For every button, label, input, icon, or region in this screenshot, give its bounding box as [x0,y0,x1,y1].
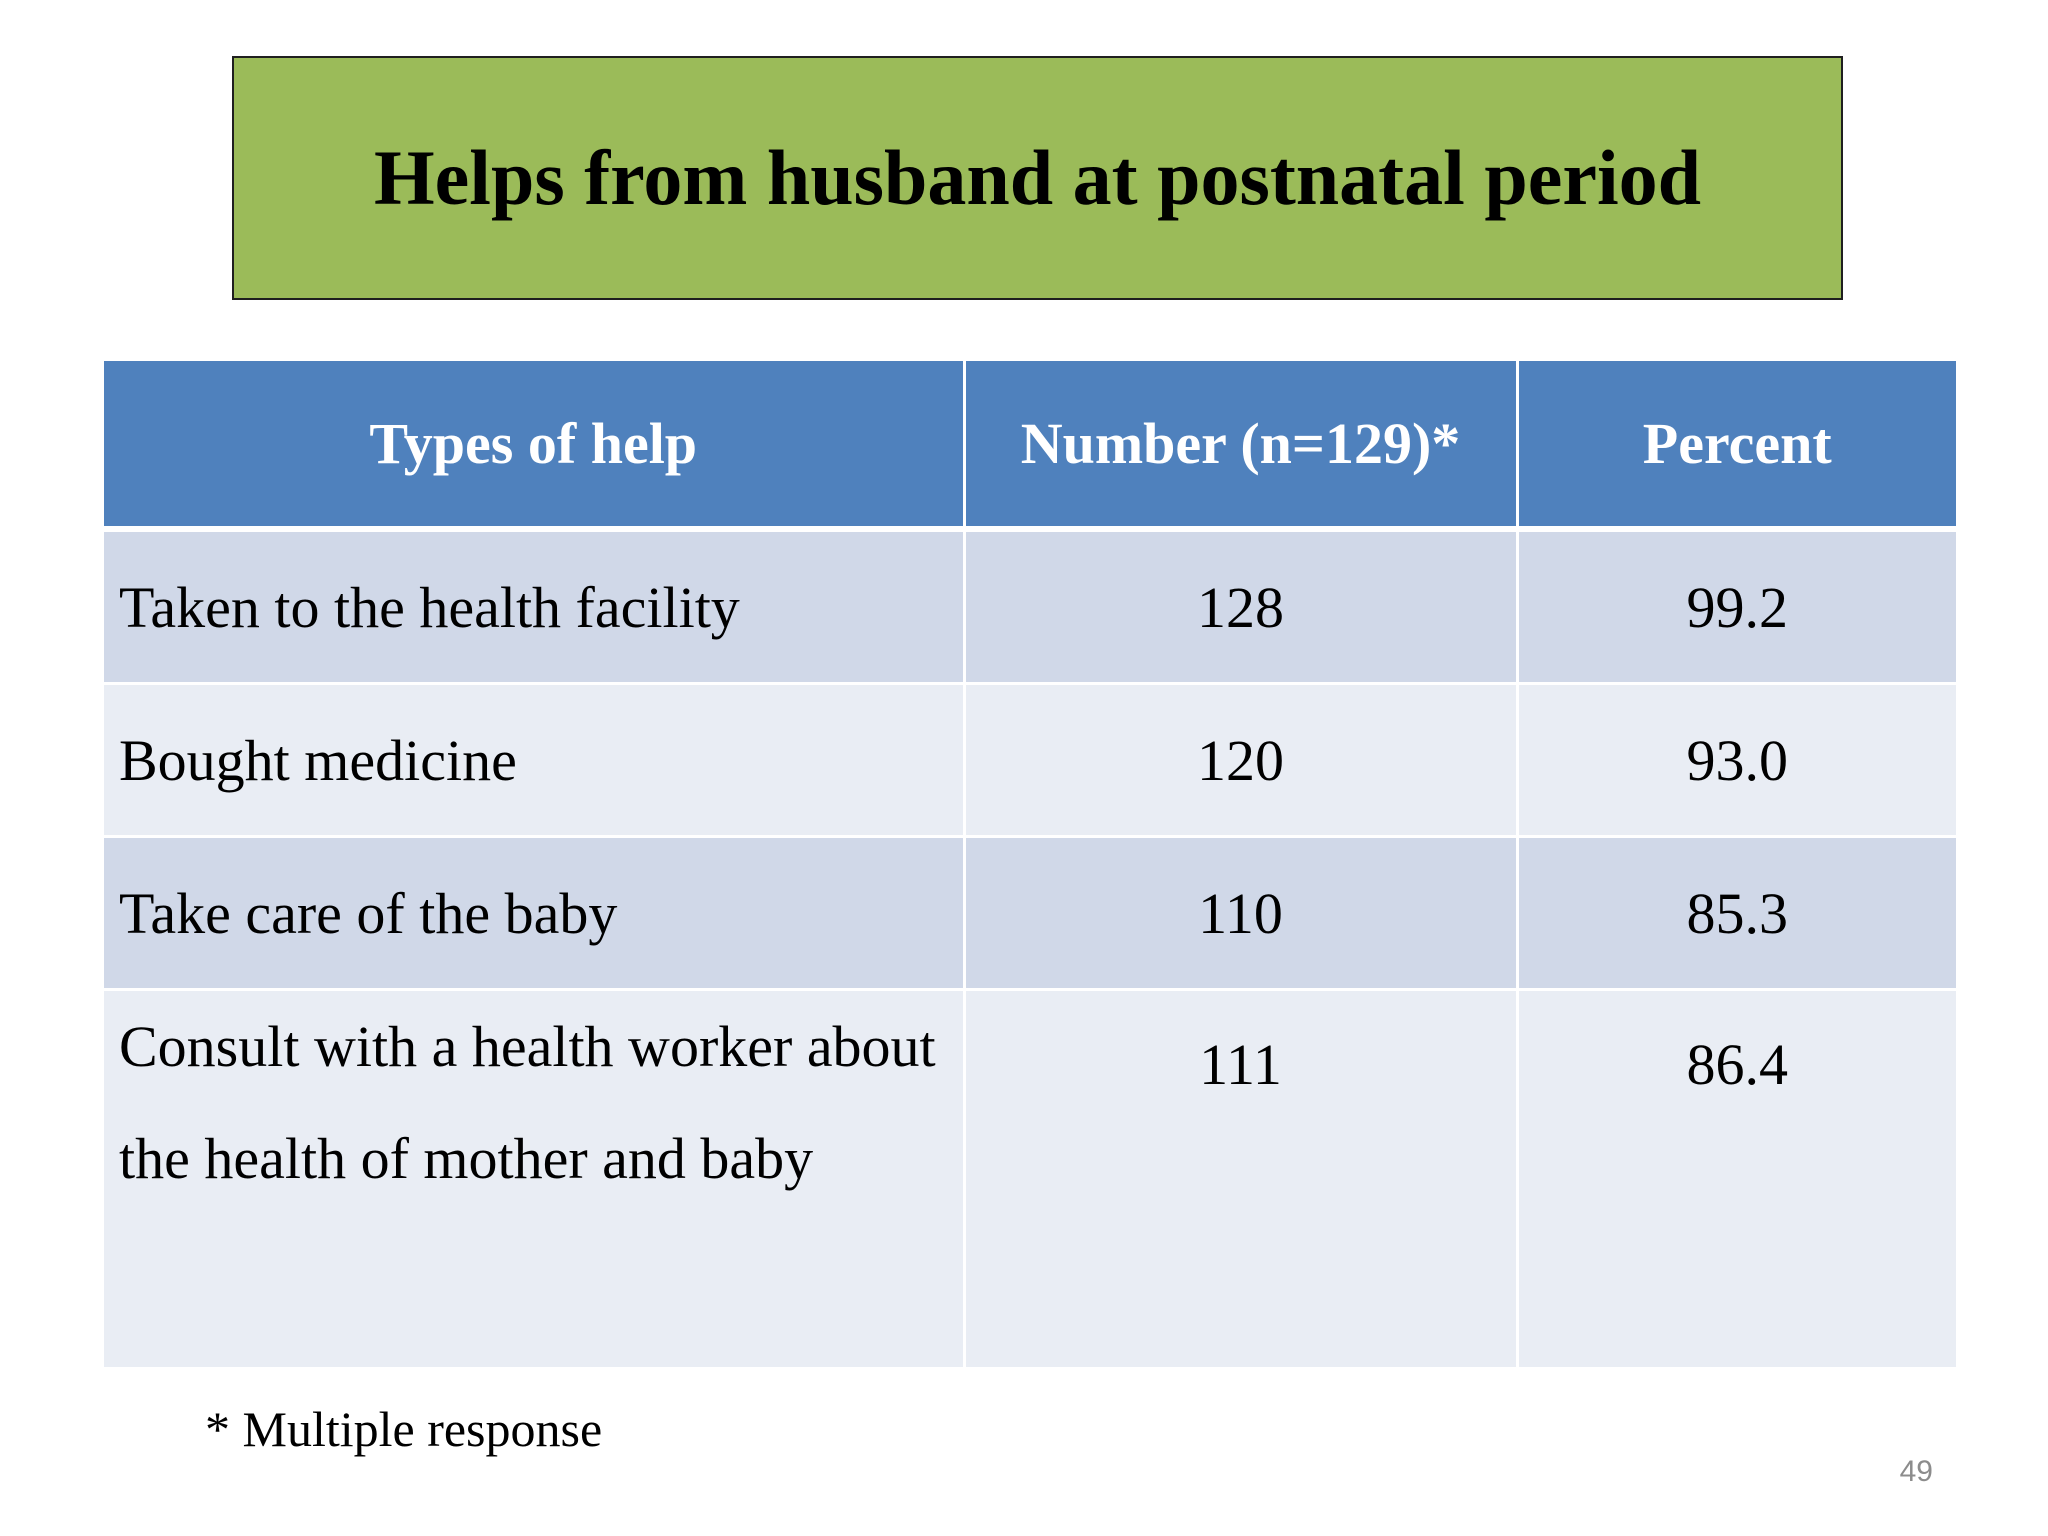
header-types-of-help: Types of help [104,361,966,532]
help-table: Types of help Number (n=129)* Percent Ta… [104,361,1956,1370]
table-row: Bought medicine 120 93.0 [104,683,1956,838]
table-header-row: Types of help Number (n=129)* Percent [104,361,1956,532]
slide-title: Helps from husband at postnatal period [374,134,1701,221]
footnote: * Multiple response [205,1401,603,1457]
row-number-cell: 110 [964,836,1519,991]
row-percent-cell: 99.2 [1517,529,1956,685]
page-number: 49 [1899,1455,1933,1488]
table-row: Consult with a health worker about the h… [104,989,1956,1370]
title-box: Helps from husband at postnatal period [232,56,1843,300]
row-number-cell: 111 [964,989,1519,1370]
row-percent-cell: 86.4 [1517,989,1956,1370]
row-percent-cell: 85.3 [1517,836,1956,991]
row-percent-cell: 93.0 [1517,683,1956,838]
row-number-cell: 120 [964,683,1519,838]
table-row: Taken to the health facility 128 99.2 [104,529,1956,685]
row-type-cell: Take care of the baby [104,836,966,991]
row-number-cell: 128 [964,529,1519,685]
row-type-cell: Consult with a health worker about the h… [104,989,966,1370]
header-number: Number (n=129)* [964,361,1519,532]
row-type-cell: Taken to the health facility [104,529,966,685]
table-row: Take care of the baby 110 85.3 [104,836,1956,991]
header-percent: Percent [1517,361,1956,532]
row-type-cell: Bought medicine [104,683,966,838]
